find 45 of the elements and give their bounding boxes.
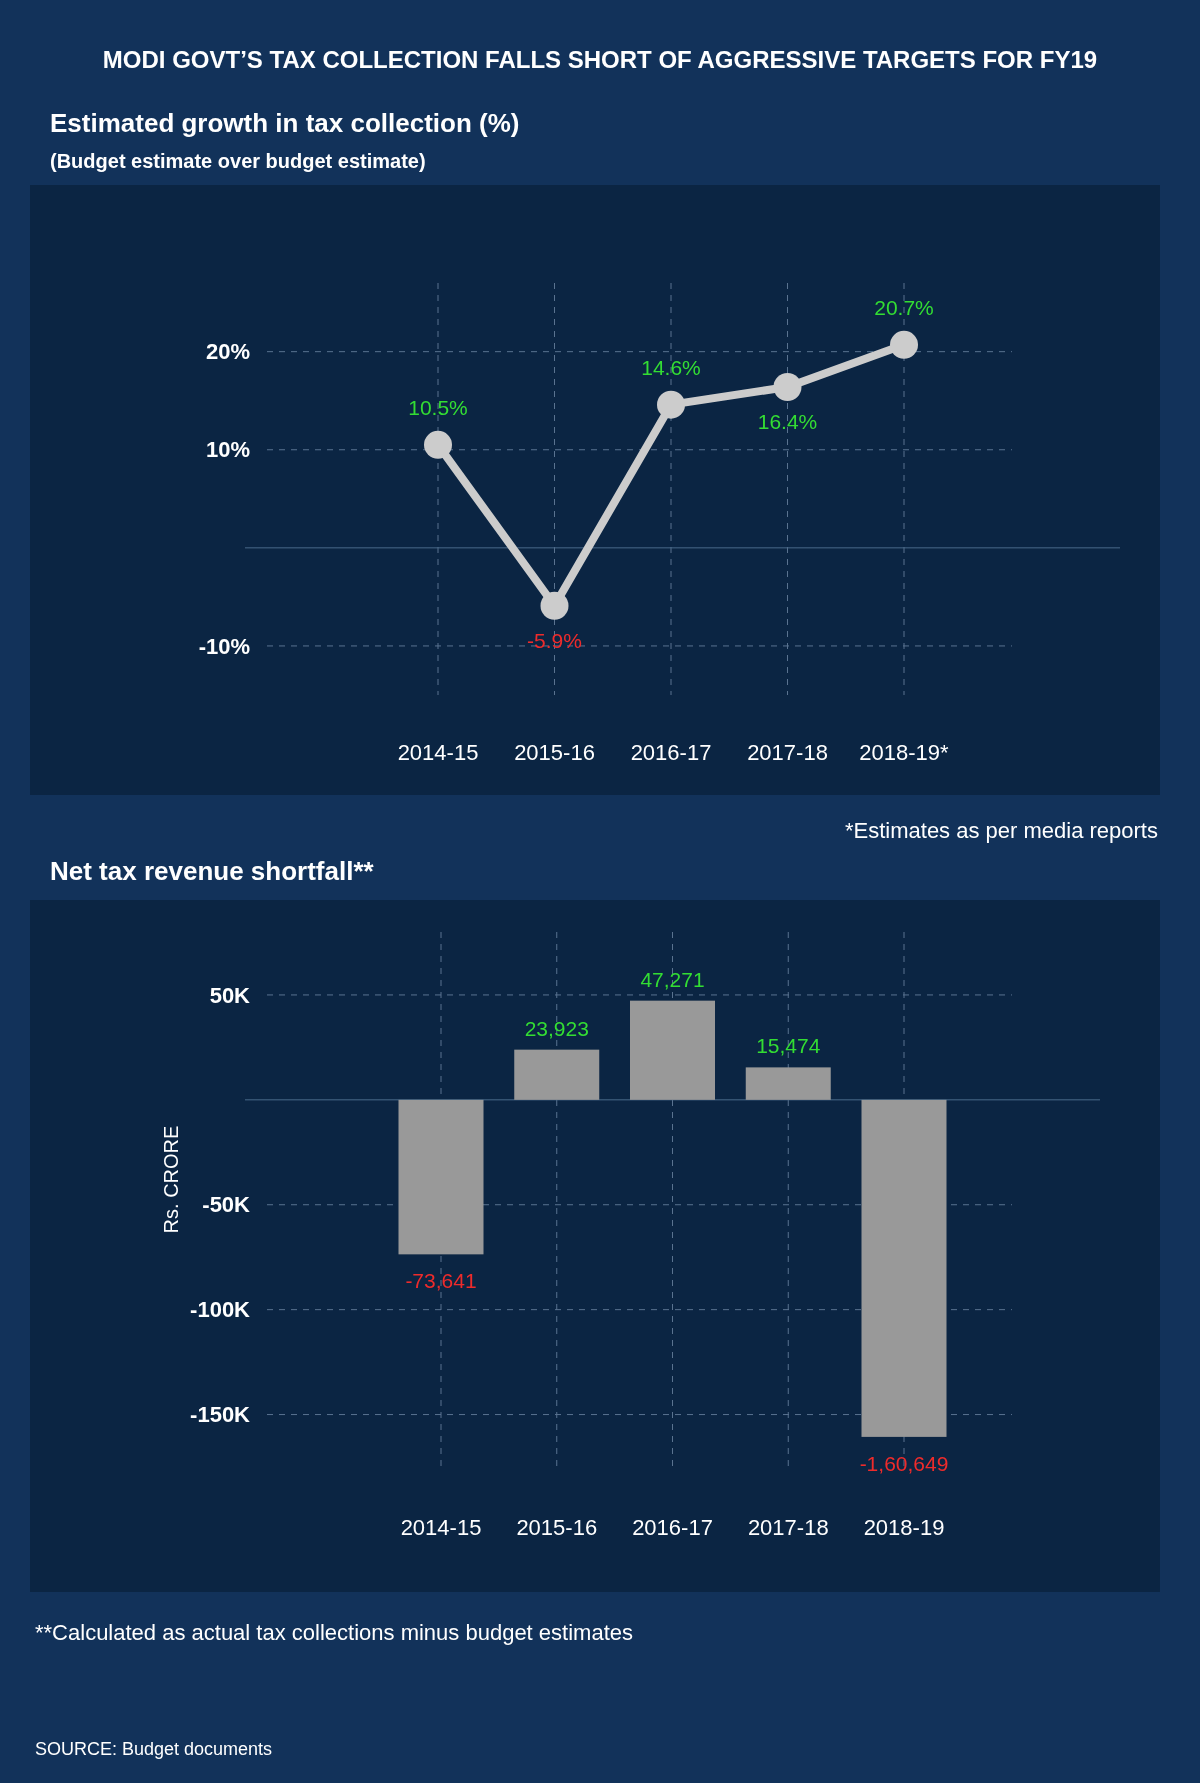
data-label: 14.6% xyxy=(641,355,701,379)
data-label: 23,923 xyxy=(524,1016,589,1040)
y-tick-label: 50K xyxy=(209,982,251,1008)
data-label: 20.7% xyxy=(874,295,934,319)
text: (Budget estimate over budget estimate) xyxy=(50,150,426,172)
text: **Calculated as actual tax collections minus budget estimates xyxy=(35,1620,633,1645)
x-tick-label: 2017-18 xyxy=(747,1515,829,1540)
bar xyxy=(745,1067,831,1100)
data-label: 10.5% xyxy=(408,395,468,419)
data-label: 47,271 xyxy=(640,967,705,991)
y-tick-label: 10% xyxy=(205,437,250,463)
y-tick-label: -10% xyxy=(198,633,250,659)
y-tick-label: 20% xyxy=(205,339,250,365)
data-label: -1,60,649 xyxy=(859,1451,949,1475)
y-axis-title: Rs. CRORE xyxy=(160,1125,182,1234)
data-label: 16.4% xyxy=(757,409,818,433)
data-label: 15,474 xyxy=(756,1034,821,1058)
x-tick-label: 2015-16 xyxy=(514,740,595,765)
x-tick-label: 2016-17 xyxy=(632,1515,713,1540)
point xyxy=(890,330,918,359)
x-tick-label: 2014-15 xyxy=(397,740,479,765)
y-tick-label: -150K xyxy=(190,1402,251,1428)
chart-title: Net tax revenue shortfall** xyxy=(50,856,375,886)
point xyxy=(773,372,802,401)
y-tick-label: -100K xyxy=(190,1297,251,1323)
bar xyxy=(861,1099,947,1437)
chart-subtitle: Estimated growth in tax collection (%) xyxy=(50,108,520,138)
y-tick-label: -50K xyxy=(202,1192,251,1218)
chart-title: MODI GOVT’S TAX COLLECTION FALLS SHORT OF AGGRESSIVE TARGETS FOR FY19 xyxy=(102,46,1098,73)
x-tick-label: 2015-16 xyxy=(516,1515,598,1540)
x-tick-label: 2017-18 xyxy=(747,740,828,765)
bar xyxy=(398,1099,484,1255)
point xyxy=(424,430,452,459)
point xyxy=(657,390,685,419)
x-tick-label: 2014-15 xyxy=(400,1515,482,1540)
x-tick-label: 2016-17 xyxy=(630,740,712,765)
data-label: -5.9% xyxy=(527,628,582,652)
bar xyxy=(514,1049,600,1100)
x-tick-label: 2018-19 xyxy=(863,1515,945,1540)
source-note: SOURCE: Budget documents xyxy=(35,1739,273,1759)
data-label: -73,641 xyxy=(405,1269,477,1293)
text: *Estimates as per media reports xyxy=(844,818,1158,843)
x-tick-label: 2018-19* xyxy=(859,740,950,765)
bar xyxy=(630,1000,715,1100)
point xyxy=(540,591,569,620)
